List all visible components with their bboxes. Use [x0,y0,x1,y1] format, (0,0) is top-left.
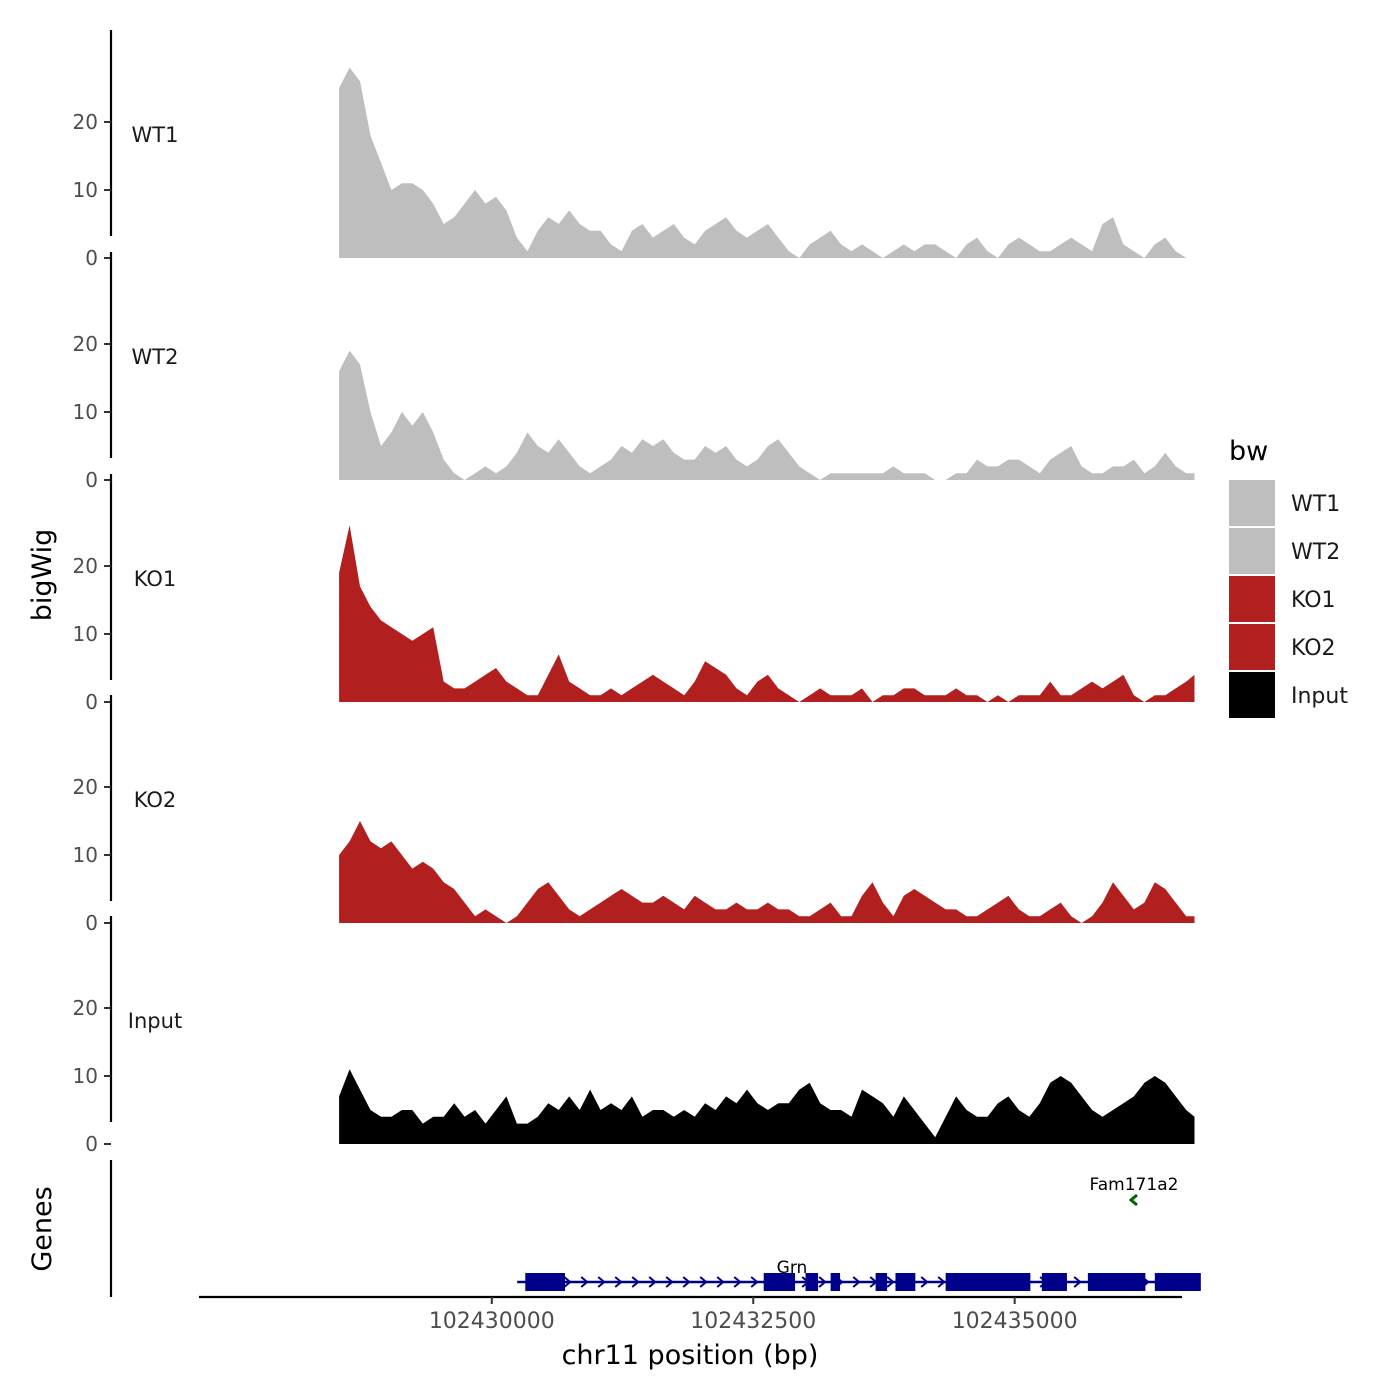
track-label: WT1 [132,123,179,147]
strand-arrow [631,1276,640,1288]
coverage-area-input [339,1021,1195,1144]
strand-arrow [852,1276,861,1288]
exon [830,1273,841,1291]
y-tick-label: 20 [73,996,98,1020]
coverage-area-wt2 [339,350,1195,480]
y-tick-label: 10 [73,843,98,867]
track-ko1: 0 10 20 KO1 [73,474,1195,714]
strand-arrow [886,1276,895,1288]
x-axis-ticks: 102430000 102432500 102435000 [429,1297,1078,1334]
exon [525,1273,566,1291]
strand-arrow [937,1276,946,1288]
gene-label: Grn [777,1258,808,1278]
strand-arrow [733,1276,742,1288]
gene-models: Grn Fam171a2 [517,1175,1201,1291]
y-tick-label: 20 [73,332,98,356]
x-tick-label: 102432500 [690,1309,816,1334]
exon [1087,1273,1146,1291]
exon [763,1273,796,1291]
coverage-area-wt1 [339,67,1195,258]
legend-label-input: Input [1291,684,1348,709]
gene-fam171a2: Fam171a2 [1090,1175,1179,1207]
legend-swatch-ko2 [1229,624,1275,670]
y-tick-label: 10 [73,1064,98,1088]
exon [895,1273,916,1291]
strand-arrow [1073,1276,1082,1288]
exon [805,1273,819,1291]
strand-arrow [665,1276,674,1288]
legend-label-ko1: KO1 [1291,588,1336,613]
strand-arrow [563,1276,572,1288]
y-tick-label: 10 [73,622,98,646]
track-ko2: 0 10 20 KO2 [73,695,1195,935]
exon [945,1273,1031,1291]
legend-label-wt2: WT2 [1291,540,1340,565]
legend-swatch-wt2 [1229,528,1275,574]
track-label: KO2 [134,788,177,812]
y-tick-label: 0 [85,690,98,714]
legend-swatch-input [1229,672,1275,718]
strand-arrow [716,1276,725,1288]
y-tick-label: 20 [73,110,98,134]
gene-grn: Grn [517,1258,1201,1291]
y-tick-label: 10 [73,178,98,202]
strand-arrow [818,1276,827,1288]
strand-arrow [614,1276,623,1288]
y-tick-label: 0 [85,468,98,492]
x-axis-title: chr11 position (bp) [562,1340,819,1371]
exon [1154,1273,1201,1291]
strand-arrow [682,1276,691,1288]
legend: bw WT1 WT2 KO1 KO2 Input [1229,436,1348,718]
x-tick-label: 102430000 [429,1309,555,1334]
bigwig-tracks: 0 10 20 WT1 0 10 20 WT2 0 10 20 KO1 0 10 20 KO2 0 10 20 Inp… [73,30,1195,1156]
strand-arrow [648,1276,657,1288]
strand-arrow [580,1276,589,1288]
legend-title: bw [1229,436,1268,467]
exon [875,1273,888,1291]
strand-arrow [699,1276,708,1288]
y-tick-label: 20 [73,554,98,578]
exon [1041,1273,1067,1291]
strand-arrow [597,1276,606,1288]
legend-swatch-wt1 [1229,480,1275,526]
strand-arrow [1128,1193,1138,1207]
track-label: Input [128,1009,182,1033]
legend-label-ko2: KO2 [1291,636,1336,661]
coverage-area-ko1 [339,525,1195,702]
track-input: 0 10 20 Input [73,916,1195,1156]
y-tick-label: 0 [85,246,98,270]
y-tick-label: 0 [85,1132,98,1156]
gene-panel-title: Genes [27,1186,58,1271]
legend-swatch-ko1 [1229,576,1275,622]
track-label: WT2 [132,345,179,369]
y-tick-label: 20 [73,775,98,799]
x-tick-label: 102435000 [952,1309,1078,1334]
track-wt1: 0 10 20 WT1 [73,30,1195,270]
strand-arrow [920,1276,929,1288]
legend-label-wt1: WT1 [1291,492,1340,517]
track-wt2: 0 10 20 WT2 [73,252,1195,492]
gene-label: Fam171a2 [1090,1175,1179,1195]
y-tick-label: 10 [73,400,98,424]
y-axis-title: bigWig [27,529,58,622]
track-label: KO1 [134,567,177,591]
coverage-area-ko2 [339,821,1195,923]
y-tick-label: 0 [85,911,98,935]
strand-arrow [750,1276,759,1288]
